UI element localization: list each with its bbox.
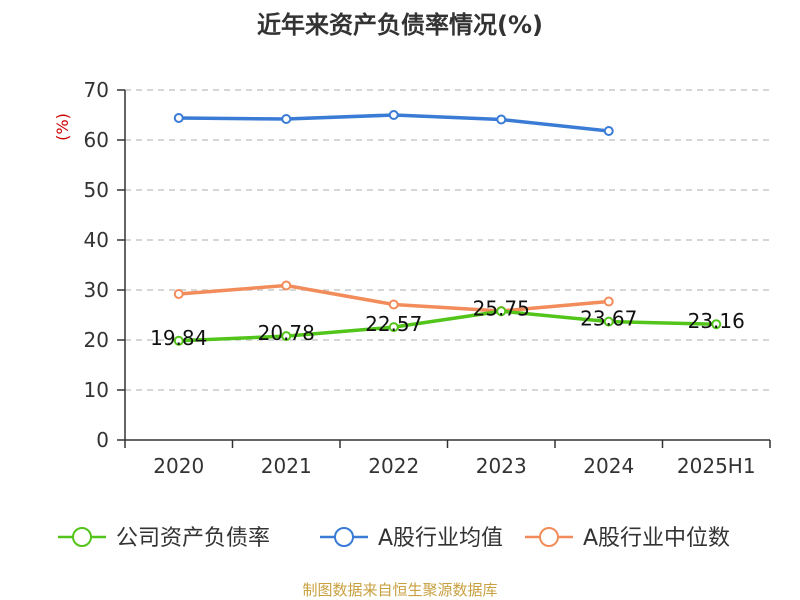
y-tick-label: 70 — [84, 78, 109, 102]
x-tick-label: 2022 — [368, 454, 419, 478]
y-tick-label: 40 — [84, 228, 109, 252]
source-note: 制图数据来自恒生聚源数据库 — [302, 581, 497, 599]
series-point — [603, 296, 614, 307]
x-axis-ticks: 2020 2021 2022 2023 2024 2025H1 — [124, 440, 771, 478]
legend-marker — [72, 527, 92, 547]
series-point — [173, 113, 184, 123]
series-point — [388, 322, 399, 333]
chart-title: 近年来资产负债率情况(%) — [257, 11, 543, 39]
legend-label: A股行业中位数 — [583, 526, 730, 551]
series-point — [711, 319, 722, 330]
grid-lines — [125, 89, 770, 391]
data-label: 23.16 — [688, 309, 745, 333]
x-tick-label: 2023 — [476, 454, 527, 478]
series-point — [281, 114, 292, 124]
axes — [124, 90, 770, 441]
data-labels: 19.84 20.78 22.57 25.75 23.67 23.16 — [150, 296, 745, 350]
series-layer — [173, 110, 722, 346]
x-tick-label: 2020 — [153, 454, 204, 478]
legend-label: 公司资产负债率 — [116, 526, 270, 551]
legend: 公司资产负债率 A股行业均值 A股行业中位数 — [58, 526, 730, 551]
series-point — [173, 335, 184, 346]
data-label: 25.75 — [473, 296, 530, 320]
series-point — [496, 306, 507, 317]
y-tick-label: 60 — [84, 128, 109, 152]
series-point — [388, 110, 399, 120]
series-line-0 — [177, 309, 718, 343]
x-tick-label: 2021 — [261, 454, 312, 478]
series-point — [603, 316, 614, 327]
data-label: 20.78 — [258, 321, 315, 345]
y-tick-label: 0 — [96, 428, 109, 452]
data-label: 22.57 — [365, 312, 422, 336]
data-label: 23.67 — [580, 307, 637, 331]
y-tick-label: 30 — [84, 278, 109, 302]
series-point — [388, 299, 399, 310]
data-label: 19.84 — [150, 326, 207, 350]
y-tick-label: 20 — [84, 328, 109, 352]
y-axis-unit: (%) — [53, 113, 72, 141]
legend-marker — [539, 527, 559, 547]
series-point — [603, 126, 614, 136]
series-point — [281, 280, 292, 291]
y-tick-label: 50 — [84, 178, 109, 202]
series-point — [173, 289, 184, 299]
series-point — [496, 114, 507, 125]
series-point — [281, 331, 292, 342]
legend-marker — [334, 527, 354, 547]
legend-label: A股行业均值 — [378, 526, 503, 551]
x-tick-label: 2024 — [583, 454, 634, 478]
y-tick-label: 10 — [84, 378, 109, 402]
y-axis-ticks: 0 10 20 30 40 50 60 70 — [84, 78, 125, 452]
x-tick-label: 2025H1 — [677, 454, 756, 478]
